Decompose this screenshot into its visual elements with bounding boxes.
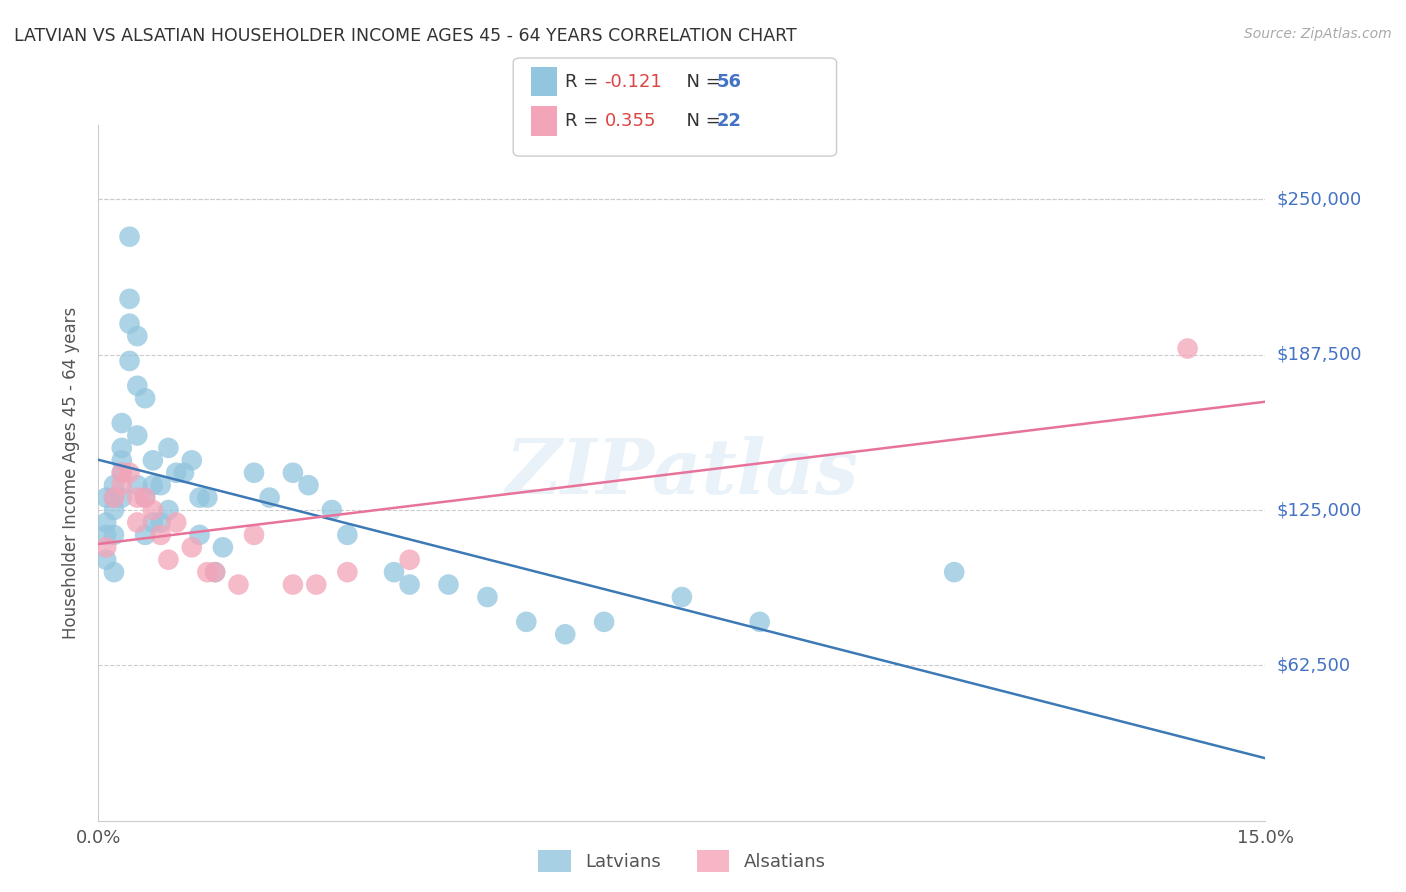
Point	[111, 466, 134, 480]
Point	[134, 391, 156, 405]
Point	[118, 466, 141, 480]
Point	[111, 453, 134, 467]
Point	[149, 528, 172, 542]
Point	[157, 503, 180, 517]
Point	[336, 528, 359, 542]
Point	[103, 528, 125, 542]
Point	[157, 441, 180, 455]
Point	[336, 565, 359, 579]
Point	[398, 552, 420, 567]
Point	[297, 478, 319, 492]
Point	[118, 229, 141, 244]
Point	[188, 528, 211, 542]
Point	[111, 478, 134, 492]
Point	[204, 565, 226, 579]
Point	[127, 478, 149, 492]
Text: R =: R =	[565, 72, 605, 91]
Point	[593, 615, 616, 629]
Point	[243, 466, 266, 480]
Point	[142, 516, 165, 530]
Point	[305, 577, 328, 591]
Point	[477, 590, 499, 604]
Point	[188, 491, 211, 505]
Legend: Latvians, Alsatians: Latvians, Alsatians	[529, 841, 835, 881]
Y-axis label: Householder Income Ages 45 - 64 years: Householder Income Ages 45 - 64 years	[62, 307, 80, 639]
Point	[118, 292, 141, 306]
Point	[243, 528, 266, 542]
Point	[103, 491, 125, 505]
Point	[1177, 342, 1199, 356]
Text: 56: 56	[717, 72, 742, 91]
Text: Source: ZipAtlas.com: Source: ZipAtlas.com	[1244, 27, 1392, 41]
Text: 0.355: 0.355	[605, 112, 657, 130]
Point	[142, 503, 165, 517]
Point	[212, 541, 235, 555]
Point	[259, 491, 281, 505]
Point	[134, 528, 156, 542]
Text: 22: 22	[717, 112, 742, 130]
Point	[127, 329, 149, 343]
Point	[281, 466, 304, 480]
Point	[142, 453, 165, 467]
Point	[142, 478, 165, 492]
Point	[204, 565, 226, 579]
Point	[118, 317, 141, 331]
Text: $187,500: $187,500	[1277, 346, 1362, 364]
Point	[748, 615, 770, 629]
Point	[398, 577, 420, 591]
Point	[96, 491, 118, 505]
Point	[127, 378, 149, 392]
Point	[111, 416, 134, 430]
Text: R =: R =	[565, 112, 605, 130]
Text: $62,500: $62,500	[1277, 657, 1351, 674]
Point	[180, 541, 202, 555]
Point	[180, 453, 202, 467]
Point	[118, 354, 141, 368]
Point	[96, 541, 118, 555]
Text: LATVIAN VS ALSATIAN HOUSEHOLDER INCOME AGES 45 - 64 YEARS CORRELATION CHART: LATVIAN VS ALSATIAN HOUSEHOLDER INCOME A…	[14, 27, 797, 45]
Text: ZIPatlas: ZIPatlas	[505, 436, 859, 509]
Text: N =: N =	[675, 72, 727, 91]
Point	[96, 552, 118, 567]
Point	[103, 503, 125, 517]
Point	[382, 565, 405, 579]
Point	[111, 466, 134, 480]
Point	[149, 478, 172, 492]
Point	[111, 441, 134, 455]
Point	[321, 503, 343, 517]
Point	[127, 428, 149, 442]
Point	[437, 577, 460, 591]
Point	[96, 528, 118, 542]
Point	[515, 615, 537, 629]
Text: $250,000: $250,000	[1277, 190, 1362, 209]
Point	[149, 516, 172, 530]
Point	[103, 565, 125, 579]
Point	[943, 565, 966, 579]
Point	[103, 491, 125, 505]
Point	[228, 577, 250, 591]
Point	[127, 491, 149, 505]
Point	[127, 516, 149, 530]
Point	[134, 491, 156, 505]
Point	[281, 577, 304, 591]
Point	[195, 491, 218, 505]
Point	[554, 627, 576, 641]
Point	[103, 478, 125, 492]
Point	[671, 590, 693, 604]
Text: N =: N =	[675, 112, 727, 130]
Point	[173, 466, 195, 480]
Point	[96, 516, 118, 530]
Point	[165, 516, 187, 530]
Text: -0.121: -0.121	[605, 72, 662, 91]
Point	[134, 491, 156, 505]
Point	[157, 552, 180, 567]
Text: $125,000: $125,000	[1277, 501, 1362, 519]
Point	[195, 565, 218, 579]
Point	[111, 491, 134, 505]
Point	[165, 466, 187, 480]
